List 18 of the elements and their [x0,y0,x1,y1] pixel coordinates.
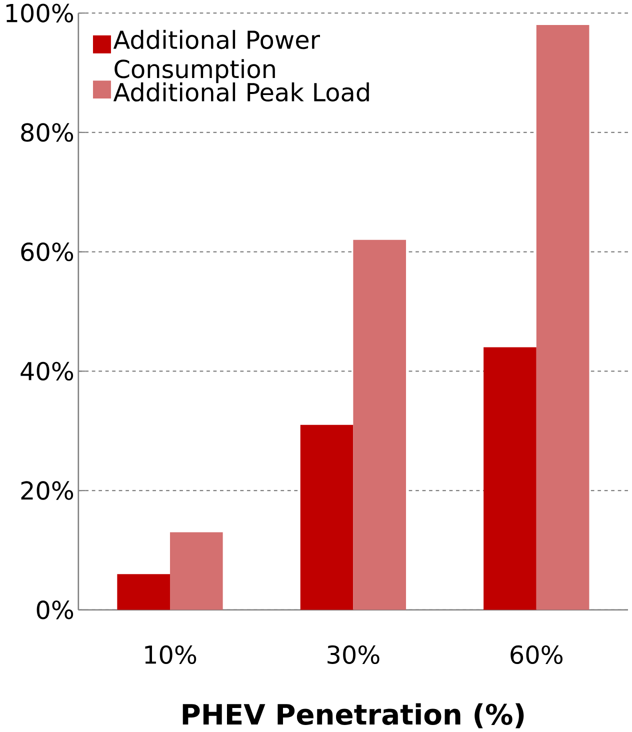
bar [300,424,354,610]
y-tick-label: 40% [20,362,74,381]
bar [484,347,537,610]
bar [117,574,170,610]
legend-label: Additional Power Consumption [114,30,320,84]
x-tick-label: 60% [510,645,563,664]
y-tick-label: 60% [21,242,74,262]
y-tick-label: 0% [36,600,74,620]
y-tick-label: 20% [21,481,74,500]
bar [353,240,406,610]
y-tick-label: 100% [6,4,74,22]
legend-label: Additional Peak Load [114,82,370,102]
x-tick-label: 30% [328,645,380,664]
y-tick-label: 80% [21,123,74,142]
bar [170,532,223,610]
x-tick-label: 10% [145,645,196,664]
bar [536,25,590,610]
x-axis-title: PHEV Penetration (%) [183,703,524,728]
